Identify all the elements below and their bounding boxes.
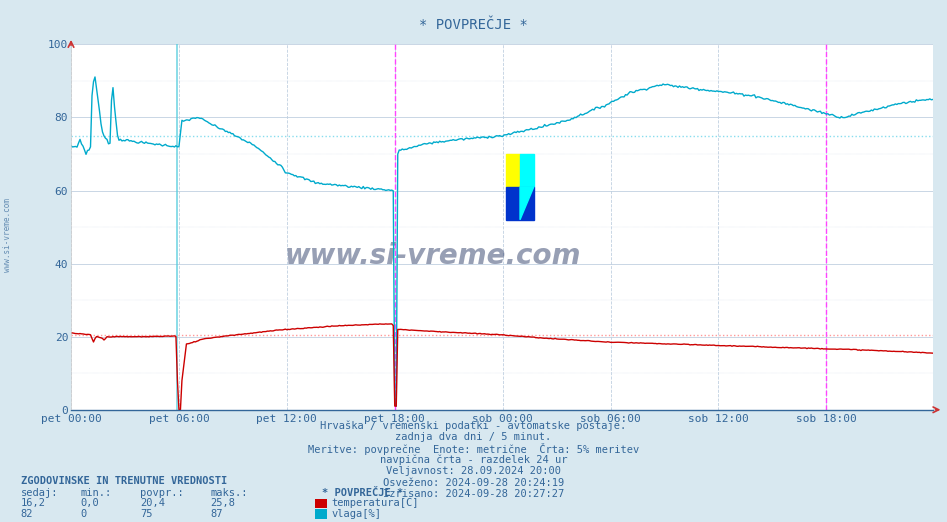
Bar: [507, 187, 534, 220]
Text: Izrisano: 2024-09-28 20:27:27: Izrisano: 2024-09-28 20:27:27: [383, 489, 564, 499]
Text: 20,4: 20,4: [140, 499, 165, 508]
Bar: [507, 154, 520, 187]
Text: 0: 0: [80, 509, 87, 519]
Text: Osveženo: 2024-09-28 20:24:19: Osveženo: 2024-09-28 20:24:19: [383, 478, 564, 488]
Text: vlaga[%]: vlaga[%]: [331, 509, 382, 519]
Text: temperatura[C]: temperatura[C]: [331, 499, 419, 508]
Text: maks.:: maks.:: [210, 488, 248, 498]
Text: povpr.:: povpr.:: [140, 488, 184, 498]
Polygon shape: [520, 187, 534, 220]
Text: www.si-vreme.com: www.si-vreme.com: [3, 198, 12, 272]
Bar: [520, 154, 534, 187]
Text: 82: 82: [21, 509, 33, 519]
Text: www.si-vreme.com: www.si-vreme.com: [285, 242, 581, 270]
Text: 0,0: 0,0: [80, 499, 99, 508]
Text: 16,2: 16,2: [21, 499, 45, 508]
Text: navpična črta - razdelek 24 ur: navpična črta - razdelek 24 ur: [380, 455, 567, 465]
Text: zadnja dva dni / 5 minut.: zadnja dva dni / 5 minut.: [396, 432, 551, 442]
Text: Hrvaška / vremenski podatki - avtomatske postaje.: Hrvaška / vremenski podatki - avtomatske…: [320, 420, 627, 431]
Text: * POVPREČJE *: * POVPREČJE *: [322, 488, 403, 498]
Text: sedaj:: sedaj:: [21, 488, 59, 498]
Text: min.:: min.:: [80, 488, 112, 498]
Text: 25,8: 25,8: [210, 499, 235, 508]
Text: Veljavnost: 28.09.2024 20:00: Veljavnost: 28.09.2024 20:00: [386, 466, 561, 476]
Text: ZGODOVINSKE IN TRENUTNE VREDNOSTI: ZGODOVINSKE IN TRENUTNE VREDNOSTI: [21, 477, 227, 487]
Text: 75: 75: [140, 509, 152, 519]
Text: Meritve: povprečne  Enote: metrične  Črta: 5% meritev: Meritve: povprečne Enote: metrične Črta:…: [308, 443, 639, 455]
Text: 87: 87: [210, 509, 223, 519]
Text: * POVPREČJE *: * POVPREČJE *: [420, 18, 527, 32]
